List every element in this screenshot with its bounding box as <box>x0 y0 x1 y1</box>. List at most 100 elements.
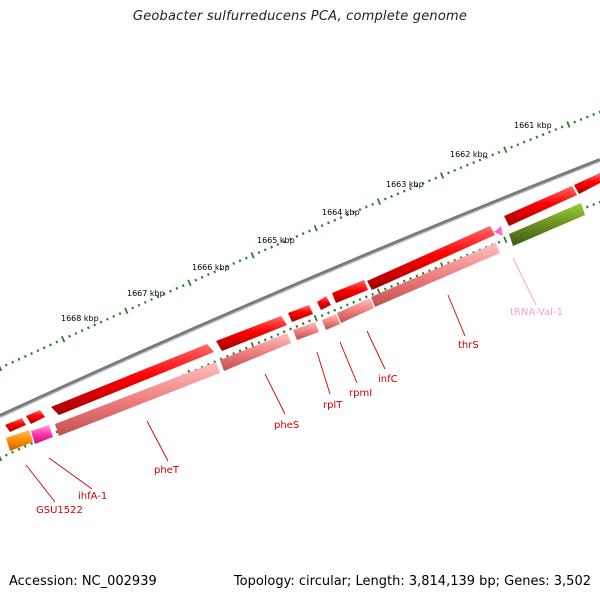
minor-tick <box>478 158 482 162</box>
minor-tick <box>175 286 179 290</box>
minor-tick <box>11 450 15 454</box>
minor-tick <box>390 194 393 198</box>
gene-block-magenta <box>31 425 53 444</box>
leader-line <box>447 294 466 337</box>
minor-tick <box>169 289 172 293</box>
minor-tick <box>484 155 488 159</box>
minor-tick <box>194 278 198 282</box>
minor-tick <box>55 340 59 344</box>
minor-tick <box>17 447 21 451</box>
minor-tick <box>238 259 242 263</box>
minor-tick <box>23 354 27 358</box>
minor-tick <box>472 161 476 165</box>
gene-block <box>371 243 500 307</box>
gene-block <box>293 322 319 340</box>
gene-block <box>322 314 340 330</box>
major-tick <box>313 224 318 232</box>
major-tick <box>566 121 571 128</box>
reverse-strand-genes <box>6 203 585 451</box>
minor-tick <box>320 314 324 318</box>
minor-tick <box>200 275 204 279</box>
minor-tick <box>238 349 242 353</box>
minor-tick <box>497 240 501 244</box>
gene-block-orange <box>6 430 33 451</box>
minor-tick <box>301 322 305 326</box>
minor-tick <box>308 319 311 323</box>
minor-tick <box>352 210 356 214</box>
minor-tick <box>49 343 52 347</box>
minor-tick <box>118 312 122 316</box>
minor-tick <box>447 171 450 175</box>
minor-tick <box>415 184 419 188</box>
minor-tick <box>55 430 59 434</box>
tick-label: 1664 kbp <box>322 208 360 217</box>
tick-label: 1662 kbp <box>450 150 488 159</box>
minor-tick <box>270 245 274 249</box>
minor-tick <box>17 357 21 361</box>
minor-tick <box>263 248 267 252</box>
minor-tick <box>93 323 97 327</box>
gene-label: GSU1522 <box>36 505 83 516</box>
minor-tick <box>364 295 368 299</box>
tick-label: 1667 kbp <box>127 289 165 298</box>
minor-tick <box>421 181 425 185</box>
leader-lines <box>25 257 537 503</box>
tick-label: 1663 kbp <box>386 180 424 189</box>
outer-tick-track <box>0 110 600 372</box>
minor-tick <box>295 324 299 328</box>
minor-tick <box>320 224 324 228</box>
gene-arrow <box>288 305 313 322</box>
gene-label: rplT <box>323 400 343 411</box>
minor-tick <box>219 267 223 271</box>
leader-line <box>316 351 331 395</box>
gene-arrow <box>332 280 368 303</box>
minor-tick <box>371 202 375 206</box>
minor-tick <box>276 332 280 337</box>
minor-tick <box>585 115 589 119</box>
minor-tick <box>327 221 330 225</box>
minor-tick <box>585 205 589 209</box>
gene-arrow <box>51 344 214 415</box>
minor-tick <box>181 284 185 288</box>
minor-tick <box>143 300 147 304</box>
leader-line <box>25 464 56 503</box>
minor-tick <box>345 303 349 307</box>
minor-tick <box>257 341 261 345</box>
gene-block-olive <box>509 203 585 246</box>
minor-tick <box>453 168 457 172</box>
topology-text: Topology: circular; Length: 3,814,139 bp… <box>233 574 591 589</box>
major-tick <box>60 335 66 343</box>
minor-tick <box>289 237 292 241</box>
leader-line <box>366 330 386 370</box>
minor-tick <box>86 326 90 330</box>
minor-tick <box>402 189 406 193</box>
gene-arrow <box>216 316 287 351</box>
minor-tick <box>74 331 78 335</box>
minor-tick <box>80 329 84 333</box>
gene-label: pheS <box>274 420 299 431</box>
minor-tick <box>497 150 501 154</box>
minor-tick <box>282 330 286 334</box>
leader-line <box>48 457 93 490</box>
major-tick <box>0 455 3 462</box>
minor-tick <box>263 338 267 342</box>
minor-tick <box>358 298 362 302</box>
gene-arrow <box>26 410 45 424</box>
gene-arrow <box>5 418 26 432</box>
major-tick <box>503 146 508 154</box>
gene-arrow <box>317 296 331 310</box>
genome-backbone <box>0 158 600 418</box>
accession-text: Accession: NC_002939 <box>9 574 157 589</box>
minor-tick <box>112 314 116 318</box>
minor-tick <box>99 320 103 324</box>
minor-tick <box>295 234 299 238</box>
gene-label: rpmI <box>349 388 372 399</box>
minor-tick <box>4 363 8 367</box>
minor-tick <box>459 166 463 170</box>
minor-tick <box>516 143 520 147</box>
tick-label: 1661 kbp <box>514 121 552 130</box>
minor-tick <box>592 203 596 206</box>
minor-tick <box>415 274 419 278</box>
major-tick <box>376 198 382 205</box>
minor-tick <box>390 284 393 288</box>
